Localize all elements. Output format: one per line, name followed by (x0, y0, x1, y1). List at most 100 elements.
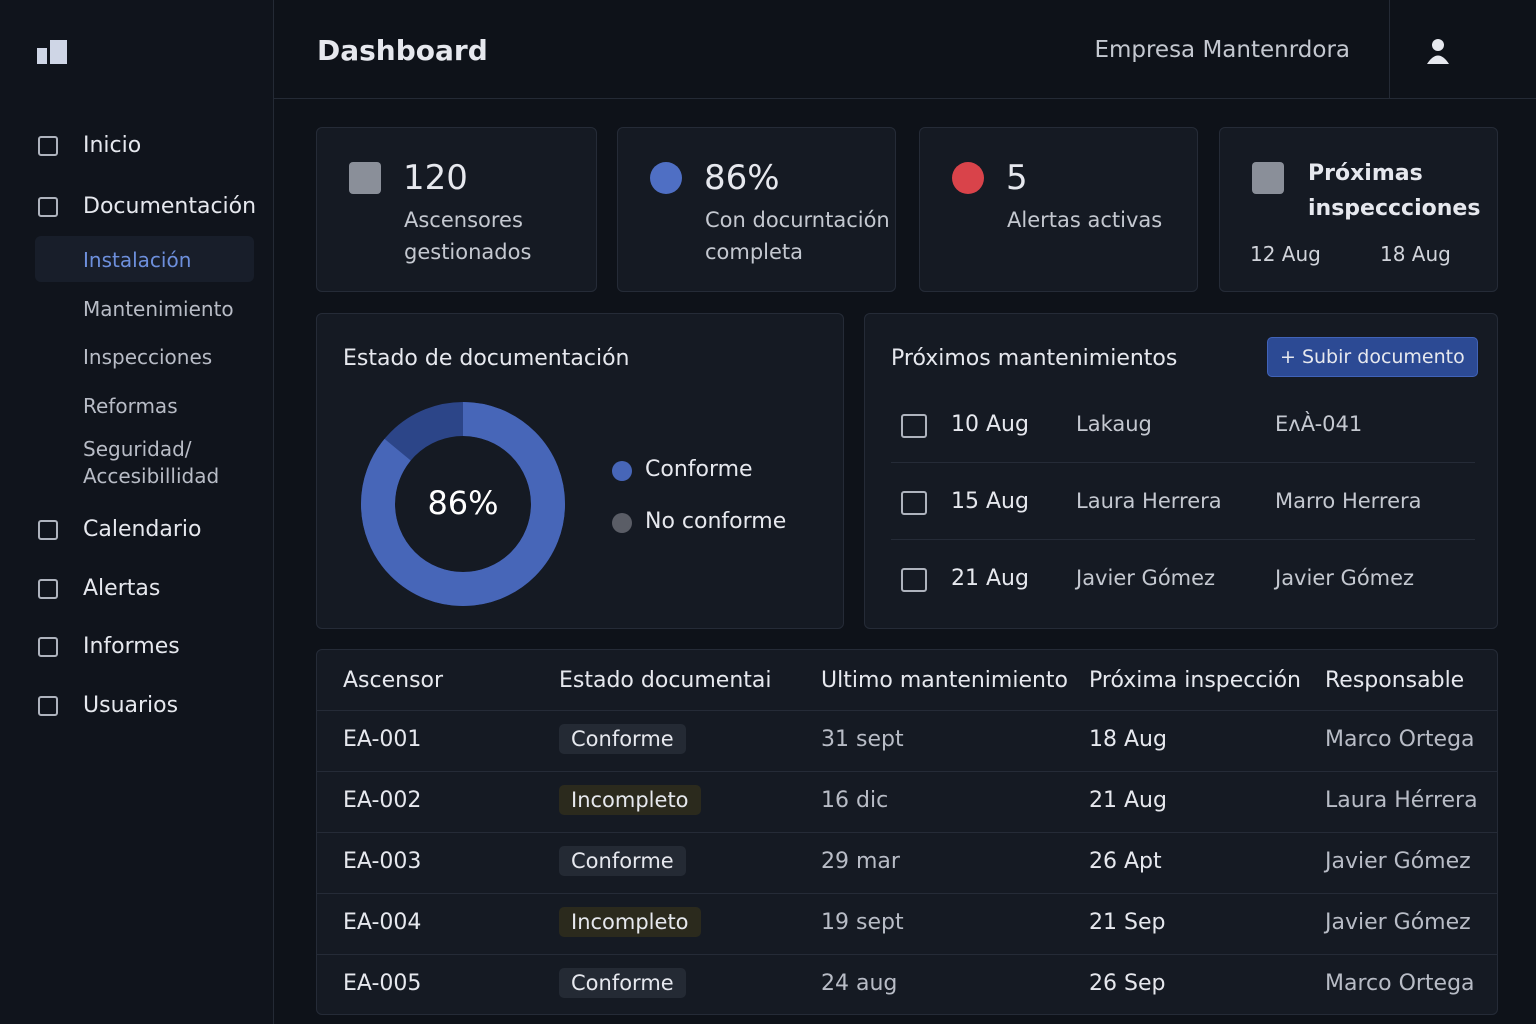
status-tag: Conforme (559, 846, 686, 876)
upload-button[interactable]: + Subir documento (1267, 337, 1478, 377)
donut-card: Estado de documentación 86% Conforme No c… (316, 313, 844, 629)
row-divider (317, 893, 1497, 894)
card-title: Próximos mantenimientos (891, 346, 1178, 371)
nav-item[interactable]: Alertas (83, 576, 161, 601)
sidebar: Inicio Documentación Calendario Alertas Info… (0, 0, 274, 1024)
row-divider (317, 954, 1497, 955)
cell: EʌÀ-041 (1275, 412, 1363, 436)
donut: 86% (361, 402, 565, 606)
stat-card: 5 Alertas activas (919, 127, 1198, 292)
cell: EA-003 (343, 849, 422, 874)
nav-item[interactable]: Calendario (83, 517, 202, 542)
row-divider (317, 832, 1497, 833)
subnav-item[interactable]: Inspecciones (83, 345, 213, 369)
row-divider (891, 539, 1475, 540)
legend-label: No conforme (645, 509, 787, 534)
cell: 24 aug (821, 971, 898, 996)
table-header: Estado documentai (559, 668, 772, 693)
status-tag: Incompleto (559, 785, 701, 815)
stat-label: Próximas inspeccciones (1308, 161, 1481, 221)
stat-icon (650, 162, 682, 194)
cell: 18 Aug (1089, 727, 1167, 752)
nav-item[interactable]: Inicio (83, 133, 142, 158)
row-divider (891, 462, 1475, 463)
legend-dot (612, 513, 632, 533)
active-bg (35, 236, 254, 282)
cell: 21 Sep (1089, 910, 1166, 935)
stat-card: 86% Con docurntación completa (617, 127, 896, 292)
stat-label: Alertas activas (1007, 208, 1163, 232)
cell: Marco Ortega (1325, 727, 1475, 752)
nav-item[interactable]: Documentación (83, 194, 257, 219)
cell: 15 Aug (951, 489, 1029, 514)
subnav-item[interactable]: Seguridad/ Accesibillidad (83, 437, 220, 488)
cell: 21 Aug (951, 566, 1029, 591)
nav-item[interactable]: Informes (83, 634, 180, 659)
donut-arc (361, 402, 565, 606)
logo (37, 40, 67, 64)
card-title: Estado de documentación (343, 346, 630, 371)
cell: 26 Sep (1089, 971, 1166, 996)
stat-card: 120 Ascensores gestionados (316, 127, 597, 292)
company: Empresa Mantenrdora (1094, 37, 1350, 63)
date-from: 12 Aug (1250, 242, 1321, 266)
user-icon[interactable] (1426, 37, 1450, 65)
subnav-item[interactable]: Mantenimiento (83, 297, 234, 321)
table-card: Ascensor Estado documentai Ultimo mantenim… (316, 649, 1498, 1015)
table-header: Responsable (1325, 668, 1465, 693)
status-tag: Incompleto (559, 907, 701, 937)
stat-label: Ascensores gestionados (404, 208, 532, 264)
nav-item[interactable]: Usuarios (83, 693, 179, 718)
cell: Lakaug (1076, 412, 1152, 436)
subnav-item[interactable]: Reformas (83, 394, 178, 418)
row-divider (317, 771, 1497, 772)
legend-label: Conforme (645, 457, 753, 482)
cell: Javier Gómez (1325, 910, 1471, 935)
icon (901, 414, 927, 438)
cell: 26 Apt (1089, 849, 1162, 874)
cell: Marco Ortega (1325, 971, 1475, 996)
cell: 31 sept (821, 727, 904, 752)
cell: 10 Aug (951, 412, 1029, 437)
status-tag: Conforme (559, 724, 686, 754)
cell: Javier Gómez (1275, 566, 1415, 590)
icon (38, 579, 58, 599)
cell: 19 sept (821, 910, 904, 935)
icon (38, 136, 58, 156)
cell: Javier Gómez (1076, 566, 1216, 590)
cell: EA-002 (343, 788, 422, 813)
table-header: Próxima inspección (1089, 668, 1301, 693)
row-divider (317, 710, 1497, 711)
stat-icon (952, 162, 984, 194)
page-title: Dashboard (317, 34, 488, 67)
stat-icon (1252, 162, 1284, 194)
cell: EA-001 (343, 727, 422, 752)
subnav-item[interactable]: Instalación (83, 248, 192, 272)
icon (901, 568, 927, 592)
cell: 29 mar (821, 849, 900, 874)
table-header: Ultimo mantenimiento (821, 668, 1069, 693)
stat-label: Con docurntación completa (705, 208, 890, 264)
cell: 21 Aug (1089, 788, 1167, 813)
cell: EA-004 (343, 910, 422, 935)
stat-icon (349, 162, 381, 194)
stat-value: 120 (403, 158, 468, 198)
donut-center: 86% (427, 484, 498, 522)
icon (38, 696, 58, 716)
date-to: 18 Aug (1380, 242, 1451, 266)
status-tag: Conforme (559, 968, 686, 998)
stat-value: 86% (704, 158, 780, 198)
maintenance-card: Próximos mantenimientos + Subir document… (864, 313, 1498, 629)
cell: Marro Herrera (1275, 489, 1422, 513)
table-header: Ascensor (343, 668, 444, 693)
cell: EA-005 (343, 971, 422, 996)
legend-dot (612, 461, 632, 481)
cell: Javier Gómez (1325, 849, 1471, 874)
stat-card: Próximas inspeccciones 12 Aug 18 Aug (1219, 127, 1498, 292)
icon (38, 520, 58, 540)
cell: 16 dic (821, 788, 889, 813)
icon (901, 491, 927, 515)
icon (38, 637, 58, 657)
cell: Laura Hérrera (1325, 788, 1478, 813)
